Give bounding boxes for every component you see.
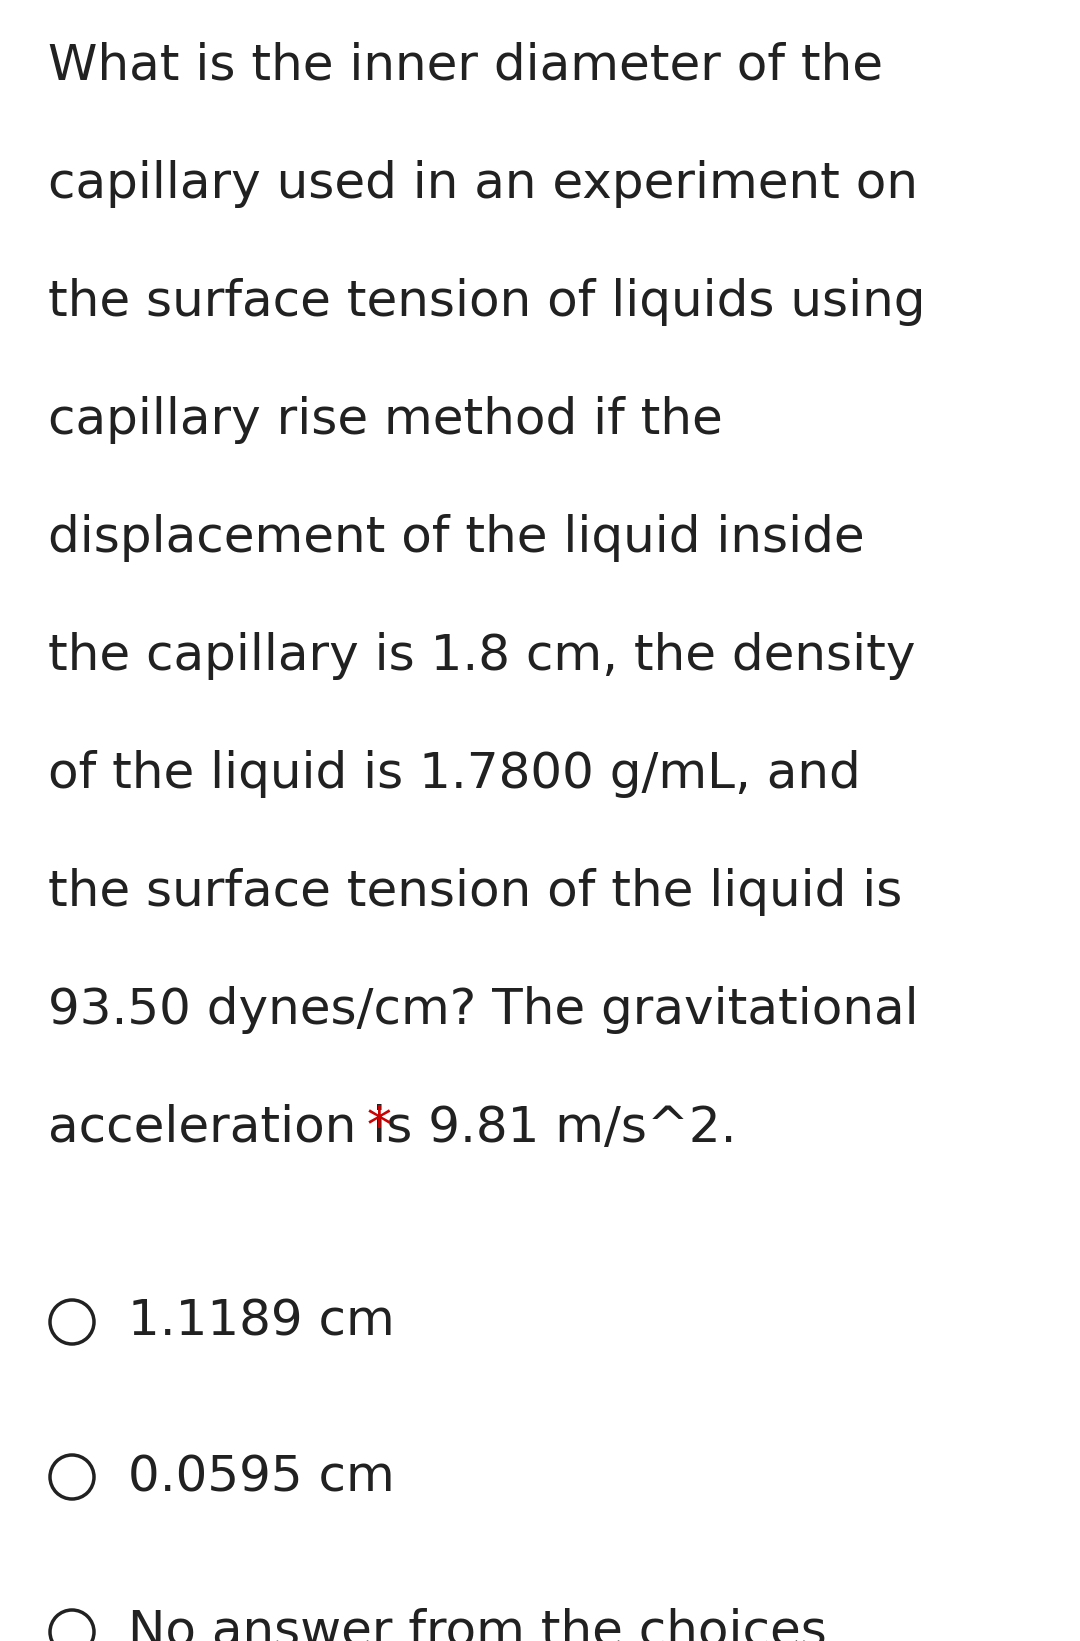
Text: 1.1189 cm: 1.1189 cm xyxy=(129,1298,395,1346)
Text: No answer from the choices: No answer from the choices xyxy=(129,1608,827,1641)
Text: capillary used in an experiment on: capillary used in an experiment on xyxy=(48,161,918,208)
Circle shape xyxy=(50,1300,94,1344)
Text: the surface tension of liquids using: the surface tension of liquids using xyxy=(48,277,926,327)
Text: acceleration is 9.81 m/s^2.: acceleration is 9.81 m/s^2. xyxy=(48,1104,737,1152)
Text: capillary rise method if the: capillary rise method if the xyxy=(48,395,723,445)
Text: 0.0595 cm: 0.0595 cm xyxy=(129,1452,395,1502)
Text: the capillary is 1.8 cm, the density: the capillary is 1.8 cm, the density xyxy=(48,632,916,679)
Circle shape xyxy=(50,1456,94,1498)
Text: displacement of the liquid inside: displacement of the liquid inside xyxy=(48,514,865,561)
Text: acceleration is 9.81 m/s^2.  *: acceleration is 9.81 m/s^2. * xyxy=(48,1104,793,1152)
Text: What is the inner diameter of the: What is the inner diameter of the xyxy=(48,43,883,90)
Text: of the liquid is 1.7800 g/mL, and: of the liquid is 1.7800 g/mL, and xyxy=(48,750,861,798)
Text: 93.50 dynes/cm? The gravitational: 93.50 dynes/cm? The gravitational xyxy=(48,986,919,1034)
Text: *: * xyxy=(351,1104,392,1152)
Circle shape xyxy=(50,1610,94,1641)
Text: the surface tension of the liquid is: the surface tension of the liquid is xyxy=(48,868,903,916)
